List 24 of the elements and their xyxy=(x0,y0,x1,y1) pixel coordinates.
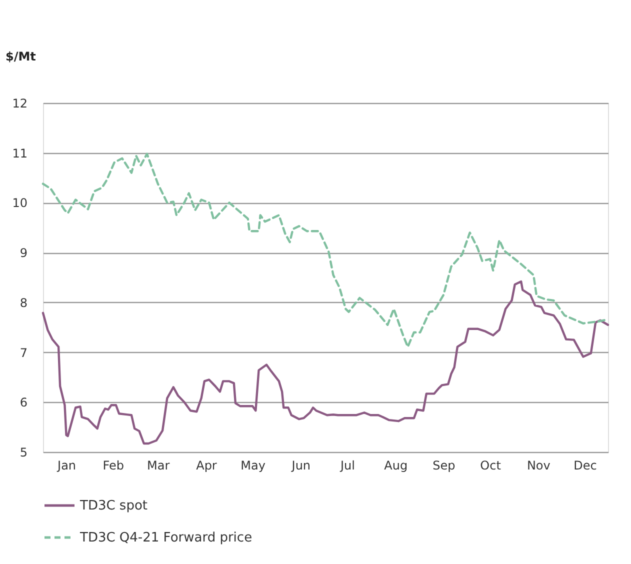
x-tick-label: Feb xyxy=(102,458,124,472)
y-tick-label: 5 xyxy=(20,446,28,460)
y-tick-label: 9 xyxy=(20,246,28,260)
y-tick-label: 11 xyxy=(12,146,28,160)
x-tick-label: Aug xyxy=(384,458,408,472)
y-tick-label: 8 xyxy=(20,296,28,310)
y-tick-label: 6 xyxy=(20,396,28,410)
x-tick-label: Sep xyxy=(432,458,456,472)
y-axis-title: $/Mt xyxy=(6,50,36,64)
x-tick-label: Mar xyxy=(147,458,170,472)
y-tick-label: 7 xyxy=(20,346,28,360)
x-tick-label: Jan xyxy=(56,458,76,472)
legend-label: TD3C spot xyxy=(79,498,148,514)
line-series xyxy=(42,280,610,445)
y-tick-label: 12 xyxy=(12,96,28,110)
x-tick-label: Jun xyxy=(290,458,311,472)
x-tick-label: May xyxy=(240,458,266,472)
y-tick-label: 10 xyxy=(12,196,28,210)
x-tick-label: Dec xyxy=(574,458,597,472)
x-tick-label: Apr xyxy=(196,458,217,472)
legend-label: TD3C Q4-21 Forward price xyxy=(79,530,252,546)
x-tick-label: Oct xyxy=(480,458,502,472)
x-tick-label: Nov xyxy=(526,458,550,472)
x-tick-label: Jul xyxy=(339,458,355,472)
